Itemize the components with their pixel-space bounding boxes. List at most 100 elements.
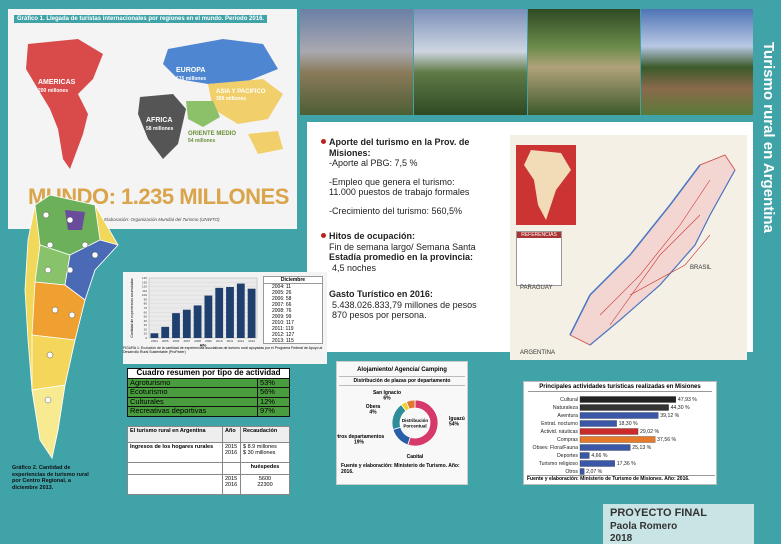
y-tick-label: 20: [144, 327, 148, 331]
legend-entry: 2009: 99: [272, 314, 292, 320]
x-tick-label: 2011: [227, 339, 234, 343]
x-tick-label: 2006: [173, 339, 180, 343]
bar-5: [579, 436, 656, 443]
experiences-chart: 0 10 20 30 40 50 60 70 80 90 100 110 120 130 140 2004 20…: [123, 272, 327, 364]
y-tick-label: 60: [144, 310, 148, 314]
rural-income-table: El turismo rural en Argentina Año Recaud…: [127, 426, 290, 495]
map-label-brasil: BRASIL: [690, 265, 712, 271]
x-tick-label: 2008: [194, 339, 201, 343]
value-label: 18,30 %: [619, 421, 638, 427]
experiences-legend: Diciembre 2004: 11 2005: 26 2006: 58 2007: …: [263, 276, 323, 344]
x-tick-label: 2007: [183, 339, 190, 343]
info-aporte: Aporte del turismo en la Prov. de Mision…: [321, 137, 509, 216]
argentina-caption: Gráfico 2. Cantidad de experiencias de t…: [12, 465, 89, 491]
legend-entry: 2005: 26: [272, 290, 292, 296]
x-tick-label: 2012: [237, 339, 244, 343]
value-label: 4,66 %: [591, 453, 608, 459]
bar-2012: [236, 283, 245, 338]
donut-slice-4: [405, 399, 416, 410]
info-hitos: Hitos de ocupación: Fin de semana largo/…: [321, 231, 509, 273]
y-tick-label: 140: [142, 276, 147, 280]
bar-8: [579, 460, 615, 467]
table-row: Ecoturismo 56%: [127, 387, 291, 398]
legend-entry: 2012: 127: [272, 332, 295, 338]
inset-map-south-america: [516, 145, 576, 225]
activities-chart-svg: Cultural 47,93 % Naturaleza 44,30 % Aventura…: [533, 396, 697, 475]
legend-entry: 2007: 66: [272, 302, 292, 308]
world-map: [26, 39, 283, 169]
misiones-info-panel: Aporte del turismo en la Prov. de Mision…: [307, 122, 753, 360]
world-chart-title: Gráfico 1. Llegada de turistas internaci…: [14, 15, 268, 23]
donut-center-label: Porcentual: [403, 424, 426, 429]
project-title: PROYECTO FINAL: [610, 507, 707, 519]
legend-entry: 2004: 11: [272, 284, 292, 290]
slice-value: 4%: [369, 410, 377, 416]
category-label: Naturaleza: [553, 405, 578, 411]
category-label: Obsev. Flora/Fauna: [533, 445, 579, 451]
photo-river-1: [528, 9, 640, 115]
value-label: 17,36 %: [617, 461, 636, 467]
value-label: 39,12 %: [660, 413, 679, 419]
activities-chart: Principales actividades turísticas reali…: [523, 381, 717, 485]
value-label: 44,30 %: [671, 405, 690, 411]
photo-landscape-1: [300, 9, 413, 115]
table-row: Recreativas deportivas 97%: [127, 406, 291, 417]
table-row: Culturales 12%: [127, 396, 291, 407]
bar-2008: [193, 305, 202, 338]
map-label-argentina: ARGENTINA: [520, 350, 556, 356]
category-label: Compras: [557, 437, 578, 443]
region-europe: EUROPA 615 millones: [176, 67, 207, 82]
y-tick-label: 0: [145, 336, 147, 340]
category-label: Cultural: [560, 397, 578, 403]
category-label: Otros: [565, 469, 578, 475]
misiones-map: REFERENCIAS PARAGUAY BRASIL ARGENTINA: [510, 135, 747, 360]
category-label: Activid. náuticas: [541, 429, 579, 435]
slice-name: San Ignacio: [373, 390, 401, 396]
activity-summary-table: Cuadro resumen por tipo de actividad Agr…: [127, 368, 291, 417]
donut-title: Alojamiento/ Agencia/ Camping: [357, 367, 447, 373]
poster-title: Turismo rural en Argentina: [760, 42, 777, 233]
bar-6: [579, 444, 631, 451]
value-label: 2,07 %: [586, 469, 603, 475]
y-tick-label: 100: [142, 293, 147, 297]
y-tick-label: 10: [144, 332, 148, 336]
category-label: Turismo religioso: [539, 461, 578, 467]
activities-title: Principales actividades turísticas reali…: [528, 384, 712, 392]
photo-landscape-2: [414, 9, 527, 115]
bar-2004: [150, 333, 159, 338]
region-middle-east: ORIENTE MEDIO 54 millones: [188, 131, 237, 144]
table-row: Agroturismo 53%: [127, 377, 291, 388]
legend-entry: 2008: 76: [272, 308, 292, 314]
donut-source: Fuente y elaboración: Ministerio de Turi…: [341, 463, 460, 475]
bar-3: [579, 420, 617, 427]
bar-2007: [182, 309, 191, 338]
slice-value: 6%: [383, 396, 391, 402]
legend-entry: 2010: 117: [272, 320, 294, 326]
region-asia: ASIA Y PACIFICO 309 millones: [216, 89, 266, 102]
bar-2: [579, 412, 659, 419]
lodging-donut-panel: Alojamiento/ Agencia/ Camping Distribuci…: [336, 361, 468, 485]
bar-0: [579, 396, 677, 403]
project-year: 2018: [610, 533, 633, 544]
activities-source: Fuente y elaboración: Ministerio de Turi…: [527, 475, 715, 482]
slice-value: 54%: [449, 422, 460, 428]
bar-1: [579, 404, 669, 411]
y-tick-label: 80: [144, 302, 148, 306]
slice-name: Obera: [366, 404, 381, 410]
y-tick-label: 70: [144, 306, 148, 310]
bar-7: [579, 452, 590, 459]
photo-river-2: [641, 9, 753, 115]
map-label-paraguay: PARAGUAY: [520, 285, 553, 291]
x-tick-label: 2004: [151, 339, 158, 343]
y-tick-label: 40: [144, 319, 148, 323]
donut-center-label: Distribución: [402, 418, 429, 423]
project-author: Paola Romero: [610, 521, 678, 532]
slice-name: Capital: [407, 454, 424, 458]
region-africa: AFRICA 58 millones: [146, 117, 174, 132]
legend-entry: 2006: 58: [272, 296, 292, 302]
bar-2011: [226, 287, 234, 338]
value-label: 47,93 %: [678, 397, 697, 403]
x-tick-label: 2013: [248, 339, 255, 343]
x-tick-label: 2010: [216, 339, 223, 343]
